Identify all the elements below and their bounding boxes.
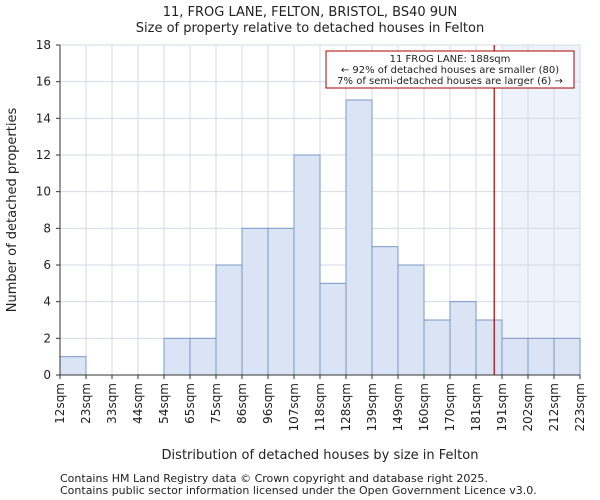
histogram-bar [397, 264, 425, 376]
x-tick-label: 128sqm [339, 383, 353, 431]
histogram-bar [527, 337, 555, 376]
y-tick-label: 6 [43, 258, 51, 272]
x-tick-label: 86sqm [235, 383, 249, 424]
y-axis-label: Number of detached properties [5, 108, 20, 313]
histogram-bar [319, 282, 347, 376]
histogram-bar [345, 99, 373, 376]
chart-subtitle: Size of property relative to detached ho… [136, 21, 484, 36]
x-tick-label: 75sqm [209, 383, 223, 424]
annotation-line-2: ← 92% of detached houses are smaller (80… [341, 65, 559, 76]
x-tick-label: 191sqm [495, 383, 509, 431]
chart-title: 11, FROG LANE, FELTON, BRISTOL, BS40 9UN [163, 5, 458, 20]
x-tick-label: 96sqm [261, 383, 275, 424]
y-tick-label: 14 [36, 111, 51, 125]
footer-line-1: Contains HM Land Registry data © Crown c… [60, 472, 488, 485]
y-tick-label: 16 [36, 75, 51, 89]
histogram-bar [475, 319, 503, 376]
y-tick-label: 12 [36, 148, 51, 162]
x-tick-label: 139sqm [365, 383, 379, 431]
y-tick-label: 8 [43, 221, 51, 235]
histogram-bar [59, 356, 87, 376]
x-tick-label: 107sqm [287, 383, 301, 431]
x-axis-label: Distribution of detached houses by size … [162, 448, 479, 463]
annotation-line-1: 11 FROG LANE: 188sqm [390, 54, 511, 65]
x-tick-label: 202sqm [521, 383, 535, 431]
histogram-bar [371, 246, 399, 376]
histogram-bar [215, 264, 243, 376]
x-tick-label: 23sqm [79, 383, 93, 424]
annotation-box: 11 FROG LANE: 188sqm ← 92% of detached h… [325, 50, 575, 89]
y-tick-label: 4 [43, 295, 51, 309]
y-tick-label: 2 [43, 331, 51, 345]
x-tick-label: 223sqm [573, 383, 587, 431]
histogram-bar [241, 227, 269, 376]
histogram-bar [449, 301, 477, 376]
x-tick-label: 181sqm [469, 383, 483, 431]
histogram-bar [189, 337, 217, 376]
x-tick-label: 149sqm [391, 383, 405, 431]
footer-line-2: Contains public sector information licen… [60, 484, 537, 497]
x-tick-label: 54sqm [157, 383, 171, 424]
y-tick-label: 0 [43, 368, 51, 382]
x-tick-label: 160sqm [417, 383, 431, 431]
histogram-bar [293, 154, 321, 376]
x-tick-label: 12sqm [53, 383, 67, 424]
histogram-bar [163, 337, 191, 376]
highlight-region [502, 45, 580, 375]
histogram-bar [267, 227, 295, 376]
histogram-bar [423, 319, 451, 376]
x-tick-label: 33sqm [105, 383, 119, 424]
histogram-bar [553, 337, 581, 376]
x-tick-label: 118sqm [313, 383, 327, 431]
highlight-region-group [502, 45, 580, 375]
x-tick-label: 44sqm [131, 383, 145, 424]
histogram-bar [501, 337, 529, 376]
y-tick-label: 18 [36, 38, 51, 52]
y-tick-label: 10 [36, 185, 51, 199]
annotation-line-3: 7% of semi-detached houses are larger (6… [337, 76, 563, 87]
x-tick-label: 65sqm [183, 383, 197, 424]
x-tick-label: 170sqm [443, 383, 457, 431]
axes-group: 0 2 4 6 8 10 12 14 16 18 12sqm 23sqm 33sqm 44sqm 54sqm… [36, 38, 587, 431]
x-tick-label: 212sqm [547, 383, 561, 431]
bars-group [59, 99, 581, 376]
